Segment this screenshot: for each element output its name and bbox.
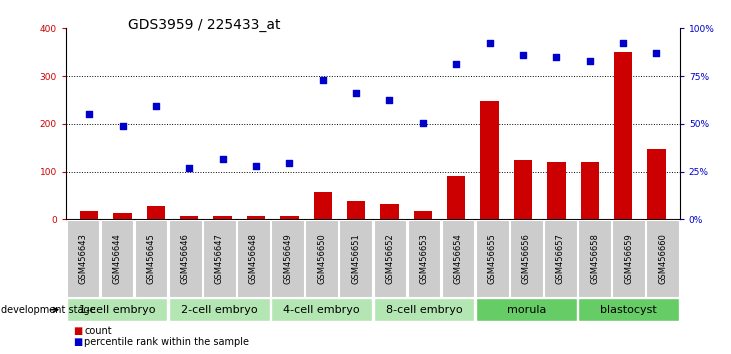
Text: GSM456653: GSM456653 [420,233,428,284]
Point [350,90,362,96]
Text: GSM456659: GSM456659 [624,233,633,284]
Point [550,54,562,60]
Text: morula: morula [507,305,546,315]
Bar [280,216,298,219]
Point [150,103,162,109]
Point [384,97,395,103]
Text: GSM456650: GSM456650 [317,233,326,284]
Text: GSM456654: GSM456654 [454,233,463,284]
Text: GSM456647: GSM456647 [215,233,224,284]
Text: GSM456655: GSM456655 [488,233,496,284]
Point [517,52,529,58]
Bar [213,216,232,219]
Text: count: count [84,326,112,336]
Bar [580,162,599,219]
Text: GSM456644: GSM456644 [113,233,121,284]
Point [284,160,295,166]
Text: GSM456658: GSM456658 [590,233,599,284]
Point [83,112,95,117]
Bar [548,162,566,219]
Text: GSM456646: GSM456646 [181,233,189,284]
Bar [247,216,265,219]
Bar [647,149,666,219]
Point [450,61,462,67]
Text: ■: ■ [73,337,83,347]
Text: 1-cell embryo: 1-cell embryo [79,305,155,315]
Bar [614,52,632,219]
Point [417,120,428,126]
Point [584,58,596,64]
Text: development stage: development stage [1,305,95,315]
Bar [314,192,332,219]
Bar [180,216,198,219]
Bar [113,213,132,219]
Bar [147,206,165,219]
Point [484,40,496,45]
Text: GDS3959 / 225433_at: GDS3959 / 225433_at [129,18,281,32]
Bar [414,211,432,219]
Bar [447,176,466,219]
Text: GSM456657: GSM456657 [556,233,565,284]
Text: GSM456656: GSM456656 [522,233,531,284]
Point [183,165,195,171]
Text: GSM456651: GSM456651 [352,233,360,284]
Text: ■: ■ [73,326,83,336]
Text: GSM456643: GSM456643 [78,233,87,284]
Text: GSM456649: GSM456649 [283,233,292,284]
Bar [380,204,398,219]
Point [250,163,262,169]
Text: 8-cell embryo: 8-cell embryo [386,305,462,315]
Bar [80,211,99,219]
Point [117,123,129,129]
Text: GSM456648: GSM456648 [249,233,258,284]
Text: 4-cell embryo: 4-cell embryo [284,305,360,315]
Point [217,156,229,162]
Text: GSM456645: GSM456645 [147,233,156,284]
Text: GSM456660: GSM456660 [659,233,667,284]
Bar [347,201,366,219]
Bar [514,160,532,219]
Bar [480,101,499,219]
Point [651,50,662,56]
Text: GSM456652: GSM456652 [385,233,394,284]
Text: 2-cell embryo: 2-cell embryo [181,305,257,315]
Point [617,40,629,45]
Text: percentile rank within the sample: percentile rank within the sample [84,337,249,347]
Point [317,77,329,83]
Text: blastocyst: blastocyst [600,305,657,315]
